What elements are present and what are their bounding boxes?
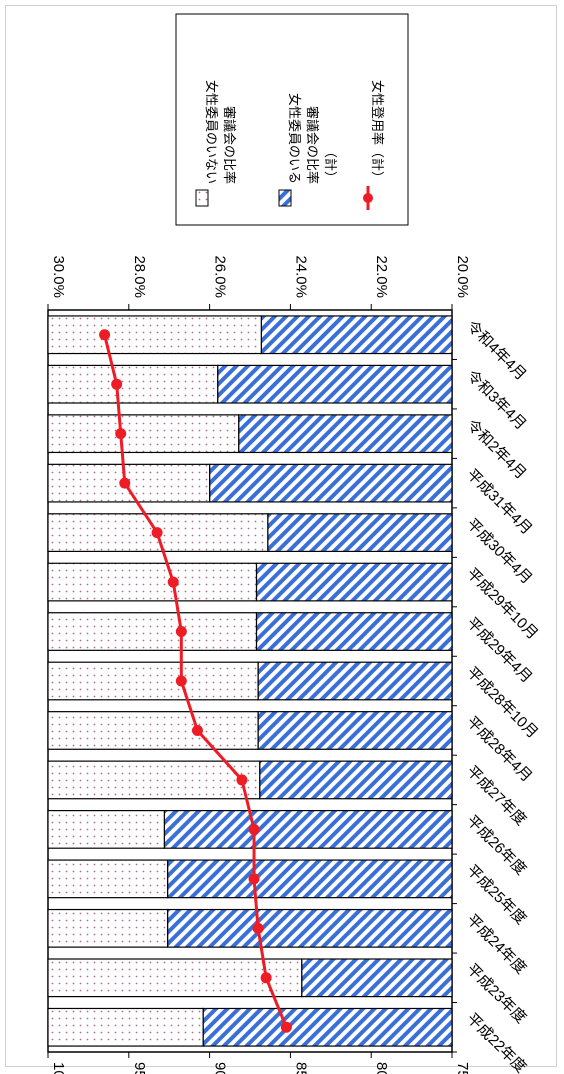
line-group: [99, 329, 292, 1033]
bar-women-absent-7: [47, 661, 259, 701]
bar-women-present-7: [257, 661, 453, 701]
line-point-8: [175, 626, 187, 638]
line-point-2: [252, 922, 264, 934]
line-point-10: [151, 527, 163, 539]
line-point-12: [115, 428, 127, 440]
left-tick-label-3: 85%: [292, 1062, 309, 1074]
right-tick-label-2: 26.0%: [212, 255, 229, 298]
legend-label-1: （計）: [323, 145, 338, 184]
bar-women-present-12: [238, 414, 453, 454]
bar-women-present-14: [260, 315, 453, 355]
line-point-9: [167, 576, 179, 588]
right-tick-label-5: 20.0%: [454, 255, 471, 298]
legend-label-0: 女性委員のいない: [204, 80, 219, 184]
line-point-4: [248, 823, 260, 835]
line-point-5: [236, 774, 248, 786]
legend-swatch-1: [278, 189, 292, 207]
line-point-7: [175, 675, 187, 687]
bar-women-present-4: [163, 810, 453, 849]
left-tick-label-4: 80%: [373, 1062, 390, 1074]
bar-women-present-9: [255, 562, 453, 602]
left-tick-label-5: 75%: [454, 1062, 471, 1074]
bar-women-absent-12: [47, 414, 240, 454]
legend-label-1: 審議会の比率: [305, 106, 320, 184]
bar-women-present-10: [267, 513, 453, 552]
bar-women-present-11: [209, 463, 453, 503]
legend: 女性委員のいない 審議会の比率 女性委員のいる 審議会の比率 （計） 女性登用率（計）: [175, 13, 409, 226]
bar-women-absent-3: [47, 859, 169, 899]
bar-women-absent-14: [47, 315, 262, 355]
plot-area: [47, 309, 453, 1053]
right-tick-label-0: 30.0%: [50, 255, 67, 298]
bar-women-present-8: [255, 612, 453, 651]
right-tick-label-1: 28.0%: [131, 255, 148, 298]
legend-items: 女性委員のいない 審議会の比率 女性委員のいる 審議会の比率 （計） 女性登用率（計）: [195, 80, 385, 210]
line-point-13: [111, 378, 123, 390]
bar-women-absent-2: [47, 908, 169, 948]
left-axis: 100% 95% 90% 85% 80% 75%: [47, 1052, 471, 1074]
left-tick-label-1: 95%: [131, 1062, 148, 1074]
line-point-1: [260, 972, 272, 984]
bar-women-absent-6: [47, 711, 259, 750]
legend-swatch-dot: [363, 193, 373, 203]
bar-women-present-5: [259, 760, 453, 800]
bar-women-present-6: [257, 711, 453, 750]
line-point-6: [191, 724, 203, 736]
bar-women-absent-8: [47, 612, 258, 651]
bar-women-present-0: [202, 1007, 453, 1047]
bar-women-absent-0: [47, 1007, 204, 1047]
left-tick-label-0: 100%: [50, 1062, 67, 1074]
legend-swatch-0: [195, 189, 209, 207]
right-tick-label-3: 24.0%: [292, 255, 309, 298]
right-axis: 30.0% 28.0% 26.0% 24.0% 22.0% 20.0%: [47, 255, 471, 310]
bar-women-present-2: [166, 908, 453, 948]
line-point-3: [248, 873, 260, 885]
bar-women-absent-13: [47, 364, 219, 404]
bar-women-absent-5: [47, 760, 261, 800]
line-point-11: [119, 477, 131, 489]
legend-label-0: 審議会の比率: [222, 106, 237, 184]
legend-label-2: 女性登用率（計）: [370, 80, 385, 184]
bar-women-present-3: [166, 859, 453, 899]
bar-women-absent-9: [47, 562, 258, 602]
category-axis: 平成22年度平成23年度平成24年度平成25年度平成26年度平成27年度平成28…: [452, 318, 541, 1074]
right-tick-label-4: 22.0%: [373, 255, 390, 298]
bars-group: [47, 315, 453, 1047]
bar-women-present-13: [217, 364, 453, 404]
left-tick-label-2: 90%: [212, 1062, 229, 1074]
line-point-0: [280, 1021, 292, 1033]
bar-women-absent-1: [47, 958, 303, 998]
line-point-14: [99, 329, 111, 341]
bar-women-present-1: [301, 958, 453, 998]
bar-women-absent-4: [47, 810, 165, 849]
legend-label-1: 女性委員のいる: [287, 93, 302, 184]
